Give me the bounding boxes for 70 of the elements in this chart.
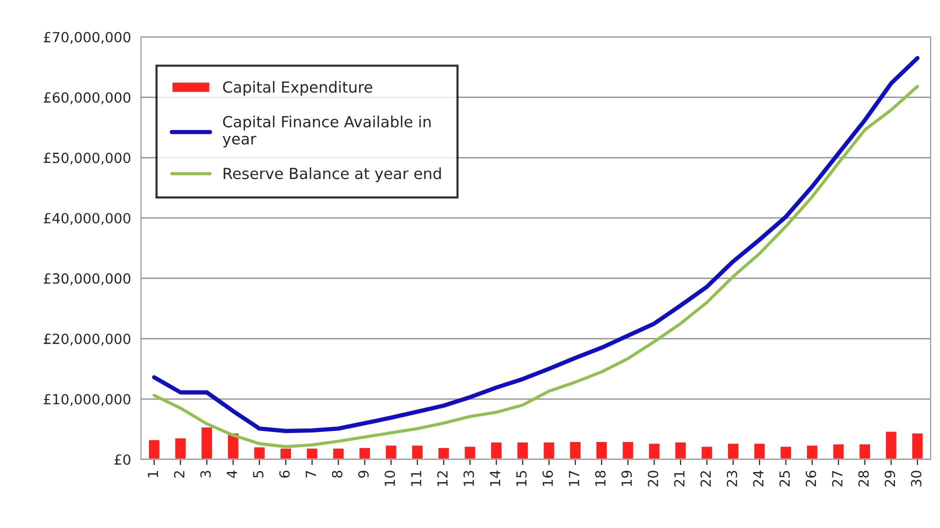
x-tick-label: 4 (226, 470, 237, 478)
x-tick-label: 13 (464, 470, 474, 486)
x-tick-label: 8 (332, 470, 342, 478)
x-tick-label: 2 (174, 471, 184, 478)
x-tick-label: 22 (700, 471, 711, 486)
bar (884, 430, 898, 460)
x-tick-label: 12 (437, 471, 448, 486)
bar (358, 446, 372, 460)
x-tick-label: 6 (279, 470, 290, 478)
x-tick-label: 27 (832, 470, 842, 486)
x-tick-label: 26 (806, 470, 816, 486)
x-tick-label: 29 (884, 470, 896, 486)
bar (674, 441, 688, 460)
x-tick-label: 15 (516, 470, 527, 486)
bar (700, 445, 714, 460)
y-tick-label: £30,000,000 (44, 273, 130, 286)
x-tick-label: 19 (621, 470, 632, 486)
bar (174, 436, 188, 460)
bar (252, 446, 266, 460)
x-tick-label: 5 (253, 470, 264, 478)
x-tick-label: 9 (358, 470, 369, 478)
bar (542, 441, 556, 460)
bar (621, 440, 635, 460)
bar (200, 426, 214, 460)
bar (648, 442, 661, 460)
bar (437, 446, 450, 460)
x-tick-label: 23 (726, 470, 738, 486)
x-tick-label: 7 (306, 470, 316, 478)
y-tick-label: £20,000,000 (44, 334, 130, 346)
bar (594, 440, 608, 460)
bar (832, 442, 846, 460)
bar (463, 445, 477, 460)
x-tick-label: 17 (568, 470, 580, 486)
bar (516, 441, 530, 460)
bar (384, 444, 398, 460)
legend-label: Capital Expenditure (223, 80, 372, 96)
x-tick-label: 14 (490, 470, 500, 486)
y-tick-label: £0 (114, 454, 130, 465)
y-tick-label: £70,000,000 (44, 32, 130, 44)
x-tick-label: 20 (648, 470, 658, 486)
x-tick-label: 1 (148, 471, 158, 478)
x-tick-label: 10 (384, 470, 396, 486)
y-tick-label: £50,000,000 (44, 152, 130, 165)
bar (332, 447, 346, 460)
bar (806, 444, 819, 460)
bar (305, 447, 319, 460)
x-tick-label: 24 (753, 470, 764, 486)
bar (858, 442, 872, 460)
x-tick-label: 25 (779, 470, 790, 486)
y-tick-label: £40,000,000 (44, 212, 130, 225)
y-tick-label: £60,000,000 (44, 92, 130, 104)
bar (752, 442, 766, 460)
x-tick-label: 3 (200, 470, 211, 478)
x-tick-label: 18 (595, 470, 606, 486)
bar (279, 447, 292, 460)
legend-label: Reserve Balance at year end (224, 167, 441, 182)
x-tick-label: 11 (411, 471, 422, 486)
bar (726, 442, 740, 460)
bar (410, 444, 424, 460)
x-tick-label: 16 (542, 470, 553, 486)
x-tick-label: 21 (674, 471, 684, 486)
legend-label: Capital Finance Available in year (222, 116, 431, 148)
bar (779, 445, 792, 460)
bar (148, 438, 161, 460)
x-tick-label: 30 (910, 470, 922, 486)
bar (568, 440, 582, 460)
bar (490, 441, 503, 460)
y-tick-label: £10,000,000 (44, 394, 130, 406)
bar (910, 432, 924, 460)
x-tick-label: 28 (858, 470, 869, 486)
